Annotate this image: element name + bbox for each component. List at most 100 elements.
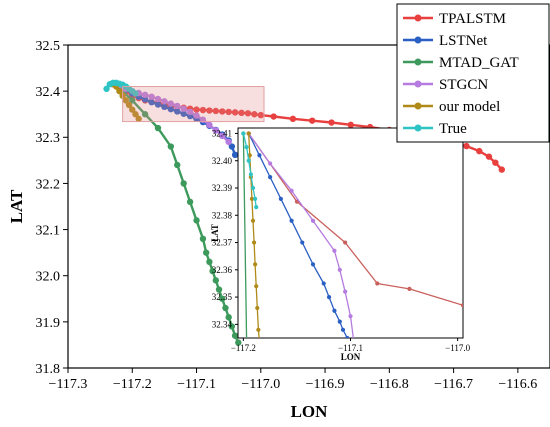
main-point-tpalstm [244, 110, 252, 117]
main-point-tpalstm [476, 147, 483, 155]
main-x-tick-label: −116.7 [434, 377, 473, 392]
main-point-lstnet [174, 108, 181, 115]
main-point-mtad-gat [209, 267, 216, 275]
main-point-our-model [116, 87, 123, 95]
main-point-mtad-gat [202, 249, 210, 256]
legend-label-stgcn: STGCN [439, 77, 488, 93]
inset-y-tick-label: 32.35 [212, 292, 233, 302]
main-x-axis-title: LON [291, 402, 329, 421]
main-x-tick-label: −117.0 [241, 377, 280, 392]
main-series-group [103, 79, 505, 346]
main-point-our-model [125, 101, 133, 109]
inset-plot: −117.2 −117.1 −117.0 32.34 32.35 32.36 32.37 32… [210, 127, 471, 362]
main-point-mtad-gat [141, 111, 149, 118]
inset-point-true [253, 196, 258, 202]
inset-point-our-model [251, 240, 257, 245]
inset-x-tick-label: −117.1 [338, 343, 363, 353]
main-point-our-model [135, 115, 142, 123]
inset-point-our-model [247, 153, 252, 158]
inset-series-group [241, 131, 463, 338]
legend-marker-stgcn [414, 80, 422, 88]
main-point-mtad-gat [180, 180, 187, 187]
main-y-tick-label: 32.3 [36, 131, 61, 146]
main-point-tpalstm [225, 108, 232, 116]
main-y-tick-label: 32.5 [36, 39, 61, 54]
inset-point-our-model [255, 305, 260, 311]
legend-box [396, 3, 550, 143]
inset-point-stgcn [310, 218, 316, 223]
main-x-tick-label: −116.6 [498, 377, 537, 392]
main-y-tick-label: 32.4 [36, 85, 61, 100]
legend-marker-our-model [414, 102, 422, 110]
main-point-mtad-gat [212, 277, 220, 284]
main-point-tpalstm [231, 109, 239, 116]
inset-point-true [248, 172, 253, 177]
main-y-axis-title: LAT [7, 189, 26, 223]
inset-point-stgcn [289, 188, 294, 193]
main-y-tick-label: 32.2 [36, 177, 61, 192]
main-point-mtad-gat [129, 97, 136, 104]
inset-x-tick-label: −117.2 [231, 343, 256, 353]
inset-y-tick-label: 32.39 [212, 183, 233, 193]
inset-point-lstnet [300, 240, 305, 245]
main-point-stgcn [174, 102, 181, 110]
main-point-tpalstm [492, 159, 499, 166]
main-point-tpalstm [238, 109, 245, 117]
inset-y-tick-label: 32.41 [212, 129, 232, 139]
main-point-tpalstm [463, 142, 470, 150]
main-point-tpalstm [270, 113, 277, 120]
main-point-tpalstm [212, 107, 220, 115]
legend-marker-lstnet [414, 36, 422, 44]
main-point-tpalstm [199, 106, 207, 114]
main-point-tpalstm [328, 119, 335, 126]
inset-x-axis-title: LON [341, 352, 361, 362]
inset-y-tick-label: 32.37 [212, 238, 233, 248]
main-x-tick-label: −116.8 [370, 377, 409, 392]
inset-point-our-model [254, 284, 259, 289]
main-point-mtad-gat [225, 314, 232, 321]
inset-point-lstnet [289, 218, 294, 223]
inset-point-stgcn [337, 267, 342, 272]
main-point-stgcn [148, 93, 155, 100]
main-point-mtad-gat [228, 323, 236, 330]
inset-y-tick-label: 32.34 [212, 320, 233, 330]
main-point-mtad-gat [199, 235, 207, 242]
main-point-lstnet [167, 105, 175, 113]
inset-series-line-mtad-gat [242, 133, 248, 338]
inset-point-our-model [256, 327, 261, 332]
main-y-tick-label: 31.8 [36, 362, 61, 377]
main-point-tpalstm [309, 117, 316, 124]
main-y-tick-label: 32.0 [36, 270, 61, 285]
legend-label-our-model: our model [439, 99, 500, 115]
inset-point-lstnet [326, 294, 332, 300]
main-x-tick-label: −116.9 [306, 377, 345, 392]
main-point-mtad-gat [193, 217, 200, 224]
inset-point-lstnet [345, 335, 350, 338]
main-point-true [132, 90, 139, 97]
main-point-lstnet [228, 143, 236, 150]
inset-point-tpalstm [375, 281, 380, 286]
main-point-stgcn [186, 108, 194, 116]
main-point-tpalstm [219, 108, 226, 115]
main-point-mtad-gat [174, 161, 181, 169]
inset-point-tpalstm [407, 286, 412, 292]
main-point-stgcn [225, 138, 232, 146]
main-point-tpalstm [257, 111, 264, 119]
inset-point-lstnet [268, 174, 273, 180]
main-point-lstnet [141, 96, 149, 103]
main-point-tpalstm [498, 166, 505, 173]
main-point-lstnet [148, 99, 155, 106]
legend-marker-true [414, 124, 422, 132]
main-point-lstnet [231, 151, 239, 159]
inset-y-tick-label: 32.40 [212, 156, 233, 166]
inset-point-true [250, 185, 256, 191]
inset-point-true [244, 144, 249, 150]
inset-point-lstnet [321, 281, 326, 286]
inset-point-our-model [246, 131, 251, 136]
inset-y-tick-label: 32.36 [212, 265, 233, 275]
main-point-tpalstm [206, 107, 213, 114]
main-point-our-model [129, 106, 136, 113]
main-point-tpalstm [485, 153, 493, 160]
legend: TPALSTM LSTNet MTAD_GAT STGCN our model True [396, 3, 550, 143]
